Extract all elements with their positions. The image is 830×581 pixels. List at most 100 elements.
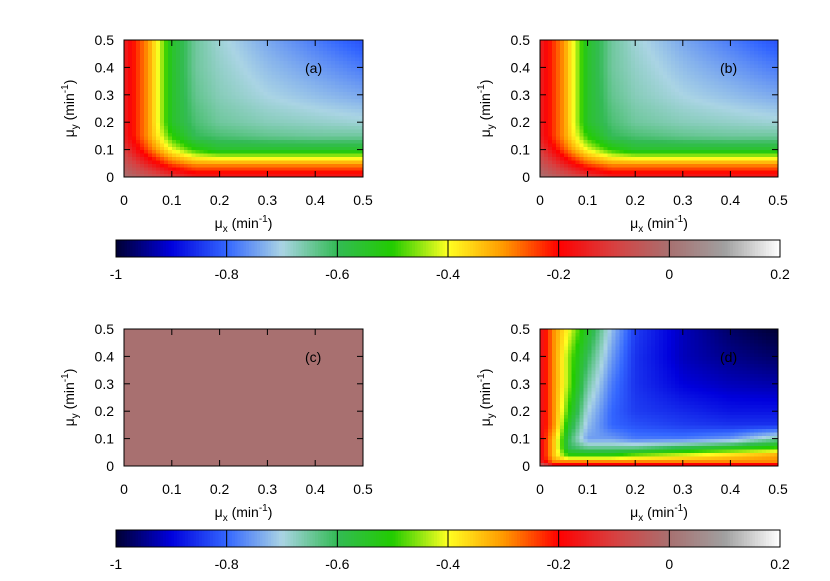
heatmap-cell [167,118,173,123]
heatmap-cell [571,149,577,154]
heatmap-cell [287,115,292,120]
heatmap-cell [159,53,165,58]
heatmap-cell [203,74,209,79]
heatmap-cell [303,101,308,106]
heatmap-cell [627,146,632,151]
heatmap-cell [627,101,632,106]
heatmap-cell [323,118,328,123]
heatmap-cell [195,63,201,68]
heatmap-cell [726,101,731,106]
heatmap-cell [251,77,257,82]
heatmap-cell [279,135,284,140]
heatmap-cell [219,84,225,89]
heatmap-cell [559,46,565,51]
heatmap-cell [279,129,284,134]
heatmap-cell [223,70,229,75]
heatmap-cell [211,142,217,147]
heatmap-cell [351,135,356,140]
heatmap-cell [543,50,549,55]
heatmap-cell [563,70,569,75]
heatmap-cell [227,115,233,120]
y-tick-label: 0.4 [95,59,115,75]
heatmap-cell [655,159,660,164]
heatmap-cell [770,94,775,99]
heatmap-cell [179,166,185,171]
heatmap-cell [762,70,767,75]
heatmap-cell [639,53,644,58]
heatmap-cell [750,115,755,120]
heatmap-cell [315,53,320,58]
heatmap-cell [599,142,605,147]
heatmap-cell [175,111,181,116]
heatmap-cell [227,50,233,55]
heatmap-cell [207,50,213,55]
heatmap-cell [303,462,308,467]
heatmap-cell [607,77,612,82]
heatmap-cell [251,63,257,68]
heatmap-cell [678,43,684,48]
heatmap-cell [635,63,640,68]
heatmap-cell [327,459,332,464]
heatmap-cell [143,173,149,178]
heatmap-cell [351,94,356,99]
heatmap-cell [746,105,751,110]
heatmap-cell [359,149,364,154]
heatmap-cell [275,46,280,51]
heatmap-cell [275,57,280,62]
heatmap-cell [295,87,300,92]
heatmap-cell [287,43,292,48]
heatmap-cell [647,118,652,123]
heatmap-cell [271,101,276,106]
heatmap-cell [591,173,597,178]
heatmap-cell [540,74,545,79]
heatmap-cell [231,462,237,467]
heatmap-cell [698,108,704,113]
heatmap-cell [255,63,261,68]
heatmap-cell [726,94,731,99]
heatmap-cell [627,118,632,123]
heatmap-cell [187,63,193,68]
heatmap-cell [682,125,688,130]
heatmap-cell [124,101,129,106]
heatmap-cell [355,46,360,51]
heatmap-cell [774,156,779,161]
heatmap-cell [619,135,624,140]
heatmap-cell [243,81,249,86]
heatmap-cell [742,94,747,99]
heatmap-cell [275,135,280,140]
heatmap-cell [639,101,644,106]
heatmap-cell [571,50,577,55]
heatmap-cell [355,74,360,79]
heatmap-cell [191,40,197,45]
heatmap-cell [746,118,751,123]
heatmap-cell [666,53,672,58]
heatmap-cell [263,135,268,140]
heatmap-cell [299,67,304,72]
heatmap-cell [315,149,320,154]
heatmap-cell [191,118,197,123]
heatmap-cell [678,46,684,51]
heatmap-cell [159,153,165,158]
heatmap-cell [191,129,197,134]
heatmap-cell [662,146,668,151]
heatmap-cell [175,53,181,58]
heatmap-cell [730,132,735,137]
heatmap-cell [611,50,616,55]
heatmap-cell [591,63,597,68]
heatmap-cell [758,50,763,55]
heatmap-cell [219,170,225,175]
heatmap-cell [203,98,209,103]
heatmap-cell [351,70,356,75]
heatmap-cell [215,173,221,178]
heatmap-cell [327,46,332,51]
heatmap-cell [147,163,153,168]
heatmap-cell [347,53,352,58]
heatmap-cell [219,105,225,110]
heatmap-cell [603,156,609,161]
heatmap-cell [698,139,704,144]
heatmap-cell [275,60,280,65]
heatmap-cell [698,50,704,55]
heatmap-cell [555,43,561,48]
heatmap-cell [567,118,573,123]
heatmap-cell [734,142,739,147]
